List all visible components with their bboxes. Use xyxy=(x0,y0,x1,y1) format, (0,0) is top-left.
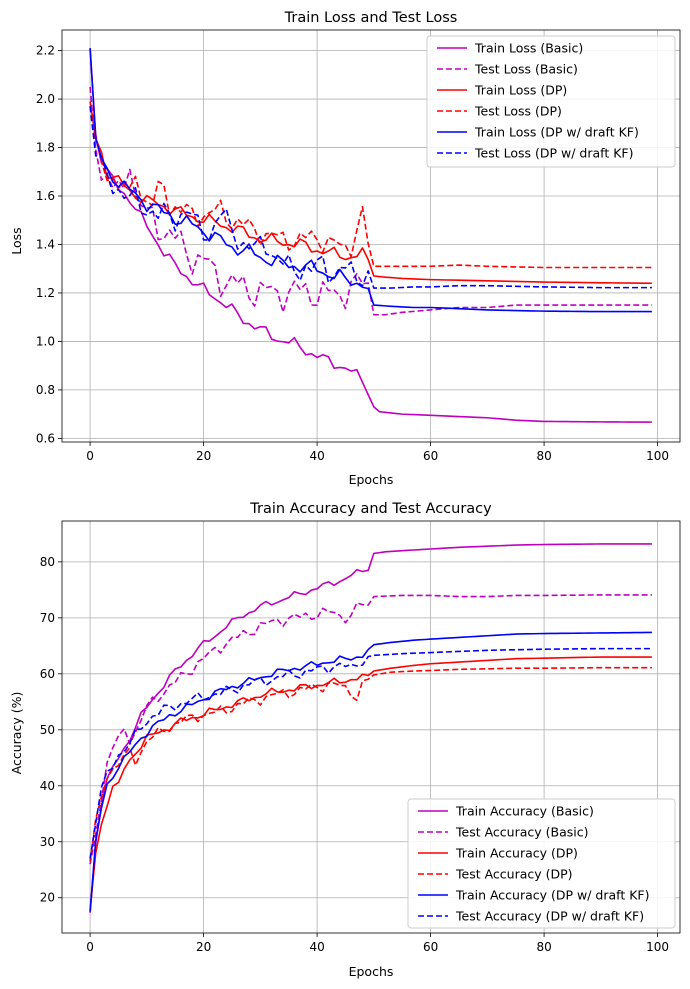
series-line xyxy=(89,106,652,269)
series-line xyxy=(89,106,652,289)
plot-frame xyxy=(61,29,681,443)
accuracy-chart-ylabel: Accuracy (%) xyxy=(9,692,24,775)
y-tick-label: 0.6 xyxy=(36,431,55,445)
legend-box xyxy=(426,35,676,168)
series-lines xyxy=(89,543,652,913)
y-tick-label: 30 xyxy=(40,835,55,849)
series-lines xyxy=(89,48,652,423)
x-tick-label: 20 xyxy=(196,449,211,463)
loss-chart-ylabel: Loss xyxy=(9,227,24,254)
loss-chart: Train Loss and Test Loss Epochs Loss 0 20… xyxy=(9,10,681,487)
series-line xyxy=(89,631,652,912)
x-tick-label: 40 xyxy=(309,449,324,463)
y-tick-label: 0.8 xyxy=(36,383,55,397)
x-tick-label: 100 xyxy=(646,940,669,954)
series-line xyxy=(89,647,652,859)
legend-label: Test Loss (DP) xyxy=(474,104,562,119)
x-tick-label: 60 xyxy=(423,940,438,954)
legend-label: Train Accuracy (DP) xyxy=(455,846,578,861)
plot-frame xyxy=(61,520,681,934)
x-tick-label: 0 xyxy=(86,449,94,463)
y-tick-label: 40 xyxy=(40,779,55,793)
legend-label: Train Accuracy (Basic) xyxy=(455,804,594,819)
legend-label: Test Accuracy (DP w/ draft KF) xyxy=(455,909,644,924)
y-tick-label: 1.8 xyxy=(36,141,55,155)
y-tick-label: 2.0 xyxy=(36,92,55,106)
y-tick-label: 1.6 xyxy=(36,189,55,203)
y-tick-label: 50 xyxy=(40,723,55,737)
x-tick-label: 80 xyxy=(536,940,551,954)
series-line xyxy=(89,101,652,285)
legend-label: Train Accuracy (DP w/ draft KF) xyxy=(455,888,649,903)
legend-label: Train Loss (DP) xyxy=(474,83,567,98)
loss-chart-xlabel: Epochs xyxy=(349,472,394,487)
y-tick-label: 1.4 xyxy=(36,237,55,251)
legend-label: Train Loss (DP w/ draft KF) xyxy=(474,125,639,140)
legend-label: Test Accuracy (DP) xyxy=(455,867,573,882)
legend-label: Test Accuracy (Basic) xyxy=(455,825,588,840)
legend-box xyxy=(407,798,676,929)
x-tick-label: 40 xyxy=(309,940,324,954)
x-tick-label: 80 xyxy=(536,449,551,463)
y-tick-label: 20 xyxy=(40,891,55,905)
y-tick-label: 1.0 xyxy=(36,334,55,348)
loss-chart-title: Train Loss and Test Loss xyxy=(284,10,458,26)
accuracy-chart-title: Train Accuracy and Test Accuracy xyxy=(249,501,492,517)
accuracy-chart: Train Accuracy and Test Accuracy Epochs … xyxy=(9,501,681,979)
series-line xyxy=(89,666,652,862)
series-line xyxy=(89,48,652,313)
y-tick-label: 60 xyxy=(40,667,55,681)
x-tick-label: 100 xyxy=(646,449,669,463)
y-tick-label: 70 xyxy=(40,611,55,625)
legend-label: Test Loss (DP w/ draft KF) xyxy=(474,146,633,161)
y-tick-label: 80 xyxy=(40,555,55,569)
y-tick-label: 2.2 xyxy=(36,44,55,58)
x-tick-label: 20 xyxy=(196,940,211,954)
x-tick-label: 60 xyxy=(423,449,438,463)
series-line xyxy=(89,48,652,423)
y-tick-label: 1.2 xyxy=(36,286,55,300)
legend: Train Accuracy (Basic) Test Accuracy (Bas… xyxy=(407,798,676,929)
x-tick-label: 0 xyxy=(86,940,94,954)
series-line xyxy=(89,543,652,913)
legend: Train Loss (Basic) Test Loss (Basic) Train… xyxy=(426,35,676,168)
legend-label: Train Loss (Basic) xyxy=(474,41,583,56)
accuracy-chart-xlabel: Epochs xyxy=(349,964,394,979)
series-line xyxy=(89,594,652,865)
legend-label: Test Loss (Basic) xyxy=(474,62,578,77)
